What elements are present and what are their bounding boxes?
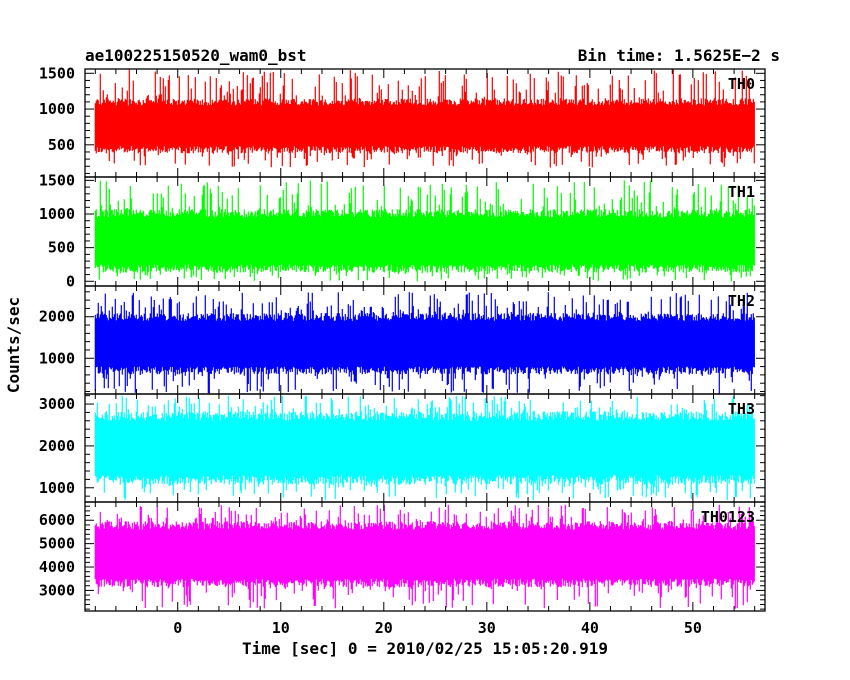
series-band-th0 [95, 107, 755, 145]
y-tick-label: 3000 [39, 581, 75, 599]
y-tick-label: 500 [48, 239, 75, 257]
y-tick-label: 4000 [39, 558, 75, 576]
x-axis-title: Time [sec] 0 = 2010/02/25 15:05:20.919 [242, 639, 608, 658]
y-tick-label: 5000 [39, 535, 75, 553]
bin-time-label: Bin time: 1.5625E−2 s [578, 46, 780, 65]
y-tick-label: 1000 [39, 479, 75, 497]
y-tick-label: 2000 [39, 308, 75, 326]
x-tick-label: 40 [581, 619, 599, 637]
y-tick-label: 1500 [39, 64, 75, 82]
panel-frame-th0123 [84, 501, 766, 612]
y-tick-label: 1000 [39, 349, 75, 367]
series-band-th3 [95, 422, 755, 473]
series-label-th2: TH2 [728, 292, 755, 310]
y-tick-label: 500 [48, 136, 75, 154]
y-tick-label: 2000 [39, 437, 75, 455]
series-band-th0123 [95, 531, 755, 575]
series-label-th0: TH0 [728, 75, 755, 93]
series-label-th0123: TH0123 [701, 508, 755, 526]
chart-title: ae100225150520_wam0_bst [85, 46, 307, 65]
x-tick-label: 50 [684, 619, 702, 637]
x-tick-label: 0 [173, 619, 182, 637]
series-band-th1 [95, 219, 755, 264]
y-tick-label: 1000 [39, 100, 75, 118]
series-label-th1: TH1 [728, 183, 755, 201]
y-tick-label: 1500 [39, 171, 75, 189]
x-tick-label: 30 [478, 619, 496, 637]
y-tick-label: 3000 [39, 395, 75, 413]
series-label-th3: TH3 [728, 400, 755, 418]
x-tick-label: 10 [272, 619, 290, 637]
y-tick-label: 1000 [39, 205, 75, 223]
y-tick-label: 0 [66, 272, 75, 290]
y-tick-label: 6000 [39, 511, 75, 529]
series-band-th2 [95, 322, 755, 365]
x-tick-label: 20 [375, 619, 393, 637]
y-axis-title: Counts/sec [4, 297, 23, 393]
